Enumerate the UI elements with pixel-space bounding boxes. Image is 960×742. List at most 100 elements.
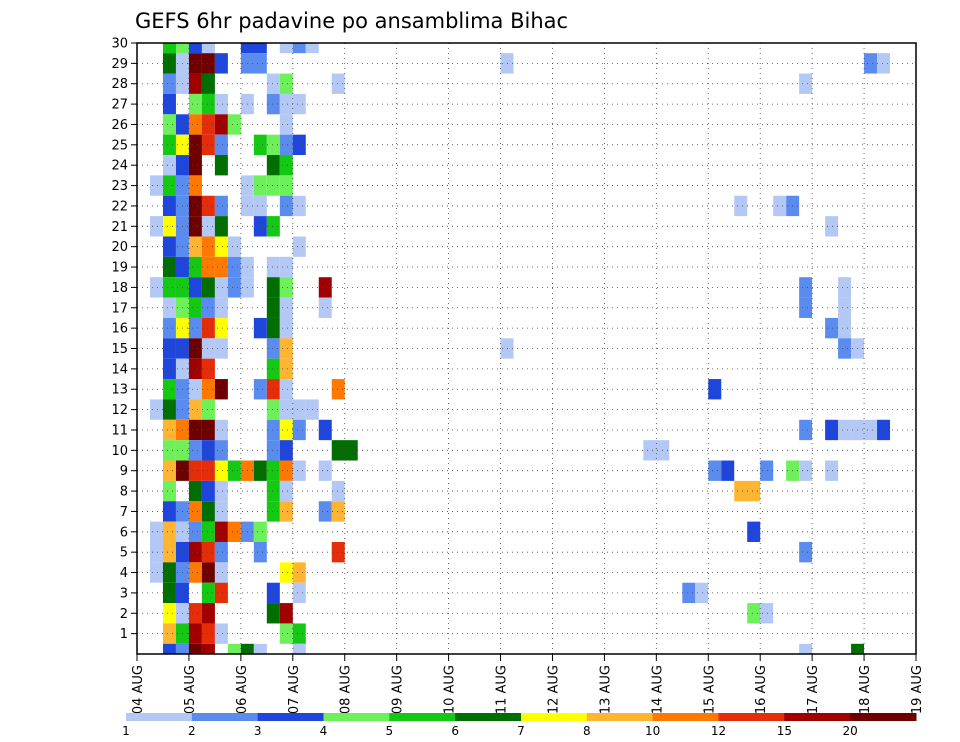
x-tick-label: 05 AUG: [183, 665, 198, 714]
heatmap-cell: [214, 195, 228, 217]
heatmap-cell: [162, 53, 176, 74]
heatmap-cell: [149, 277, 163, 298]
heatmap-cell: [331, 440, 358, 461]
y-tick-label: 28: [111, 77, 128, 92]
heatmap-cell: [266, 603, 280, 624]
heatmap-cell: [279, 480, 293, 502]
y-tick-label: 1: [120, 627, 128, 642]
heatmap-cell: [162, 501, 176, 522]
heatmap-cell: [279, 43, 293, 54]
y-tick-label: 3: [120, 586, 128, 601]
heatmap-cell: [162, 216, 176, 237]
heatmap-cell: [864, 419, 878, 441]
heatmap-cell: [266, 460, 280, 481]
heatmap-cell: [188, 399, 202, 420]
heatmap-cell: [331, 480, 345, 502]
heatmap-cell: [188, 43, 202, 54]
heatmap-cell: [162, 175, 176, 196]
x-tick-label: 18 AUG: [858, 665, 873, 714]
heatmap-cell: [188, 195, 202, 217]
heatmap-cell: [318, 460, 332, 481]
heatmap-cell: [708, 460, 722, 481]
heatmap-cell: [253, 216, 267, 237]
heatmap-cell: [201, 379, 215, 400]
heatmap-cell: [149, 541, 163, 563]
heatmap-cell: [214, 501, 228, 522]
heatmap-cell: [799, 460, 813, 481]
y-tick-label: 2: [120, 607, 128, 622]
heatmap-cell: [279, 277, 293, 298]
heatmap-cell: [877, 53, 891, 74]
heatmap-cell: [266, 440, 280, 461]
colorbar-label: 5: [386, 724, 394, 738]
heatmap-cell: [201, 480, 215, 502]
heatmap-cell: [279, 562, 293, 583]
heatmap-cell: [851, 643, 865, 654]
heatmap-cell: [214, 521, 228, 542]
colorbar-swatch: [389, 713, 456, 721]
heatmap-cell: [292, 134, 306, 156]
x-tick-label: 11 AUG: [495, 665, 510, 714]
x-tick-label: 09 AUG: [391, 665, 406, 714]
heatmap-cell: [266, 73, 280, 94]
heatmap-cell: [279, 175, 293, 196]
heatmap-cell: [279, 114, 293, 135]
heatmap-cell: [279, 399, 293, 420]
colorbar-swatch: [652, 713, 719, 721]
heatmap-cell: [760, 460, 774, 481]
heatmap-cell: [149, 399, 163, 420]
heatmap-cell: [214, 460, 228, 481]
heatmap-cell: [188, 501, 202, 522]
heatmap-cell: [292, 582, 306, 604]
heatmap-cell: [188, 603, 202, 624]
heatmap-cell: [253, 460, 267, 481]
heatmap-cell: [279, 134, 293, 156]
heatmap-cell: [162, 277, 176, 298]
heatmap-cell: [162, 134, 176, 156]
y-axis: 1234567891011121314151617181920212223242…: [111, 37, 137, 642]
heatmap-cell: [188, 93, 202, 115]
heatmap-cell: [266, 155, 280, 176]
heatmap-cell: [240, 643, 254, 654]
heatmap-cell: [747, 521, 761, 542]
heatmap-cell: [188, 419, 202, 441]
heatmap-cell: [292, 419, 306, 441]
heatmap-cell: [318, 297, 332, 318]
heatmap-cell: [292, 93, 306, 115]
y-tick-label: 25: [111, 138, 128, 153]
heatmap-cell: [188, 643, 202, 654]
heatmap-cell: [188, 114, 202, 135]
heatmap-cell: [201, 582, 215, 604]
heatmap-cell: [227, 277, 241, 298]
heatmap-cell: [214, 236, 228, 257]
heatmap-cell: [799, 541, 813, 563]
heatmap-cell: [279, 73, 293, 94]
heatmap-cell: [201, 541, 215, 563]
y-tick-label: 10: [111, 444, 128, 459]
heatmap-cell: [279, 297, 293, 318]
heatmap-cell: [799, 73, 813, 94]
heatmap-cell: [708, 379, 722, 400]
heatmap-cell: [747, 603, 761, 624]
heatmap-cell: [201, 643, 215, 654]
heatmap-cell: [188, 277, 202, 298]
heatmap-cell: [266, 582, 280, 604]
y-tick-label: 26: [111, 118, 128, 133]
heatmap-cell: [682, 582, 696, 604]
heatmap-cell: [201, 73, 215, 94]
heatmap-cell: [201, 440, 215, 461]
heatmap-cell: [162, 460, 176, 481]
heatmap-cell: [279, 317, 293, 339]
heatmap-cell: [279, 338, 293, 359]
heatmap-cell: [292, 43, 306, 54]
colorbar-swatch: [126, 713, 193, 721]
heatmap-cell: [201, 603, 215, 624]
heatmap-cell: [201, 399, 215, 420]
heatmap-cell: [214, 53, 228, 74]
heatmap-cell: [162, 114, 176, 135]
heatmap-cell: [838, 297, 852, 318]
y-tick-label: 13: [111, 383, 128, 398]
heatmap-cell: [201, 134, 215, 156]
heatmap-cell: [188, 297, 202, 318]
heatmap-cell: [188, 256, 202, 278]
